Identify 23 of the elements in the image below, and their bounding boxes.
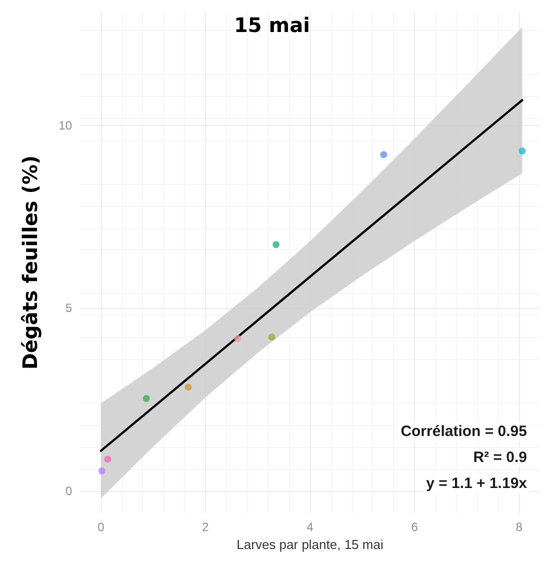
annotation: y = 1.1 + 1.19x [426,475,528,492]
point [184,384,192,391]
x-tick-label: 2 [202,520,210,534]
y-axis-title: Dégâts feuilles (%) [18,155,42,370]
point [268,334,276,341]
x-tick-label: 6 [411,520,418,534]
point [142,395,150,402]
x-tick-label: 4 [306,520,314,534]
y-tick-label: 0 [65,484,72,498]
point [518,147,526,154]
point [272,241,280,248]
chart-title: 15 mai [234,13,310,37]
annotation: Corrélation = 0.95 [400,423,527,440]
point [104,456,112,463]
point [380,151,388,158]
point [98,467,106,474]
y-tick-label: 5 [65,301,72,316]
x-tick-label: 0 [98,520,105,534]
annotation: R² = 0.9 [473,449,527,466]
x-tick-label: 8 [516,520,523,534]
y-tick-label: 10 [58,118,72,132]
point [234,335,242,342]
x-axis-title: Larves par plante, 15 mai [236,536,384,552]
